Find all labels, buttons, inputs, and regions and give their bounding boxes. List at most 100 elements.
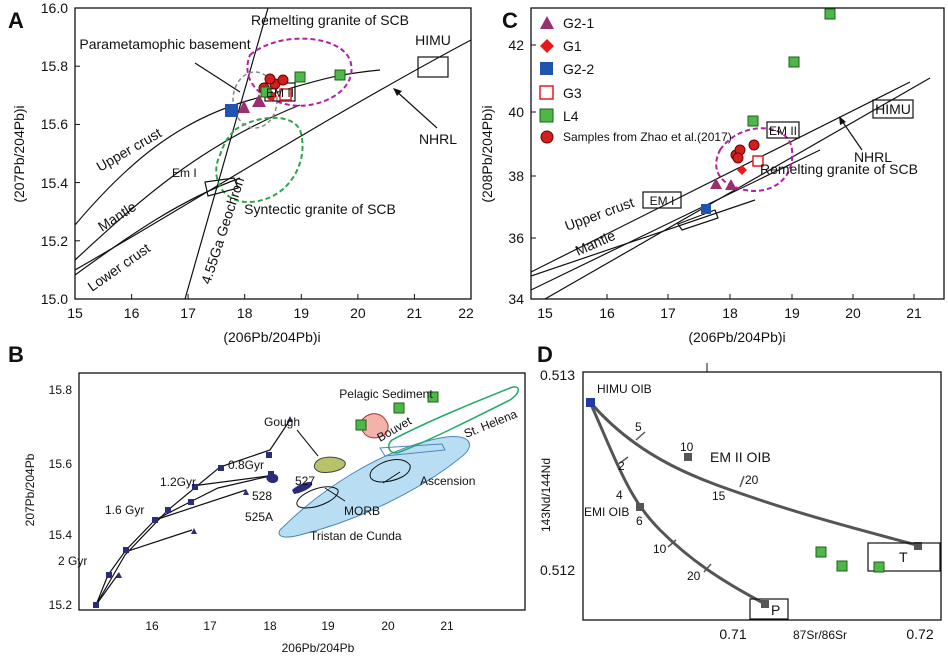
c-legend-marker-g2-1 (540, 16, 554, 29)
c-upper-crust-curve (531, 199, 756, 277)
d-xlabel: 87Sr/86Sr (793, 628, 847, 642)
panel-d-plot (586, 398, 941, 620)
b-ann-1-2gyr: 1.2Gyr (160, 475, 196, 489)
b-ylabel: 207Pb/204Pb (23, 453, 37, 526)
a-remelting-field (246, 37, 353, 107)
b-ann-morb: MORB (344, 504, 380, 518)
a-point-g2-2 (225, 104, 238, 117)
a-ann-himu: HIMU (415, 32, 451, 48)
b-point-l4 (393, 402, 405, 414)
d-ann-10a: 10 (680, 440, 694, 454)
a-xtick-1: 16 (124, 305, 140, 321)
b-ann-gough: Gough (264, 415, 300, 429)
d-himu-point (586, 398, 595, 407)
c-himu-box (872, 99, 914, 119)
c-point-g1 (737, 165, 747, 175)
d-ann-em2: EM II OIB (710, 449, 771, 465)
c-ann-upper-crust: Upper crust (563, 194, 637, 234)
b-point-l4 (427, 391, 439, 403)
b-ann-527: 527 (295, 474, 315, 488)
b-ytick-0: 15.2 (49, 598, 73, 612)
c-xtick-5: 20 (845, 305, 861, 321)
a-xtick-2: 17 (180, 305, 196, 321)
c-ann-em1: EM I (650, 194, 675, 208)
a-ann-mantle: Mantle (95, 198, 139, 234)
panel-c: C 15 16 17 18 19 20 21 34 36 38 40 42 (2… (479, 7, 945, 345)
a-point-g2-1 (238, 100, 250, 113)
c-legend-marker-l4 (539, 108, 554, 123)
c-xtick-1: 16 (599, 305, 615, 321)
c-xtick-0: 15 (537, 305, 553, 321)
b-gough-field (313, 456, 346, 473)
c-legend: G2-1 G1 G2-2 G3 L4 Samples from Zhao et … (539, 15, 732, 144)
c-ytick-0: 34 (508, 291, 524, 307)
a-point-zhao (277, 74, 289, 86)
b-xtick-0: 16 (145, 619, 159, 633)
d-ann-2: 2 (618, 459, 625, 473)
a-ann-nhrl: NHRL (419, 131, 457, 147)
a-basement-field (232, 71, 278, 129)
a-xtick-3: 18 (237, 305, 253, 321)
b-ytick-1: 15.4 (49, 528, 73, 542)
a-xlabel: (206Pb/204Pb)i (223, 329, 320, 345)
panel-b-label: B (8, 342, 24, 367)
d-point-l4 (815, 546, 827, 558)
b-ann-0-8gyr: 0.8Gyr (228, 458, 264, 472)
d-ytick-0513: 0.513 (540, 367, 575, 383)
c-legend-zhao: Samples from Zhao et al.(2017) (563, 130, 732, 144)
panel-c-frame (530, 7, 945, 300)
c-legend-marker-g2-2 (540, 62, 553, 75)
d-ann-15: 15 (712, 489, 726, 503)
d-ann-p: P (771, 602, 780, 618)
c-ann-nhrl: NHRL (854, 149, 892, 165)
panel-a-frame (74, 7, 472, 300)
c-legend-l4: L4 (563, 108, 579, 124)
c-xtick-6: 21 (906, 305, 922, 321)
panel-a-x-ticks: 15 16 17 18 19 20 21 22 (67, 294, 474, 321)
a-ann-remelting: Remelting granite of SCB (251, 12, 409, 28)
a-xtick-7: 22 (458, 305, 474, 321)
a-ytick-1: 15.2 (41, 233, 68, 249)
panel-b-x-ticks: 16 17 18 19 20 21 (145, 619, 454, 633)
c-legend-marker-zhao (540, 130, 554, 144)
c-ytick-3: 40 (508, 104, 524, 120)
a-point-l4 (334, 69, 346, 81)
c-point-l4 (747, 115, 759, 127)
c-point-g2-1 (710, 178, 722, 189)
d-xtick-071: 0.71 (719, 626, 746, 642)
panel-c-y-ticks: 34 36 38 40 42 (508, 37, 536, 307)
panel-d-label: D (537, 342, 553, 367)
b-ytick-3: 15.8 (49, 383, 73, 397)
d-t-box (867, 542, 941, 572)
b-ann-2gyr: 2 Gyr (58, 554, 87, 568)
b-ann-sthelena: St. Helena (462, 407, 520, 441)
c-nhrl-arrow (839, 117, 863, 151)
b-bouvet-field (379, 443, 446, 457)
c-legend-marker-g1 (540, 39, 554, 53)
a-ann-em1: Em I (172, 166, 197, 180)
a-ann-basement: Parametamophic basement (79, 36, 250, 52)
c-em2-box (766, 121, 800, 139)
d-ann-6: 6 (636, 514, 643, 528)
b-growth-curve-1 (95, 475, 271, 606)
d-em2-mixing-curve (588, 401, 921, 548)
c-point-g2-1 (725, 179, 737, 190)
b-morb-field (278, 436, 470, 538)
a-xtick-0: 15 (67, 305, 83, 321)
c-legend-g2-2: G2-2 (563, 61, 594, 77)
a-nhrl-arrow (394, 89, 438, 129)
panel-d-frame (582, 371, 942, 621)
c-ytick-2: 38 (508, 168, 524, 184)
d-ytick-0512: 0.512 (540, 562, 575, 578)
b-xtick-4: 20 (381, 619, 395, 633)
a-point-zhao (264, 73, 276, 85)
a-ytick-3: 15.6 (41, 116, 68, 132)
c-xlabel: (206Pb/204Pb)i (688, 329, 785, 345)
b-xtick-5: 21 (440, 619, 454, 633)
d-ann-20a: 20 (745, 473, 759, 487)
a-point-l4 (260, 86, 272, 98)
panel-c-x-ticks: 15 16 17 18 19 20 21 (537, 294, 922, 321)
a-ytick-5: 16.0 (41, 0, 68, 16)
panel-b-frame (78, 372, 526, 611)
a-ytick-2: 15.4 (41, 175, 68, 191)
